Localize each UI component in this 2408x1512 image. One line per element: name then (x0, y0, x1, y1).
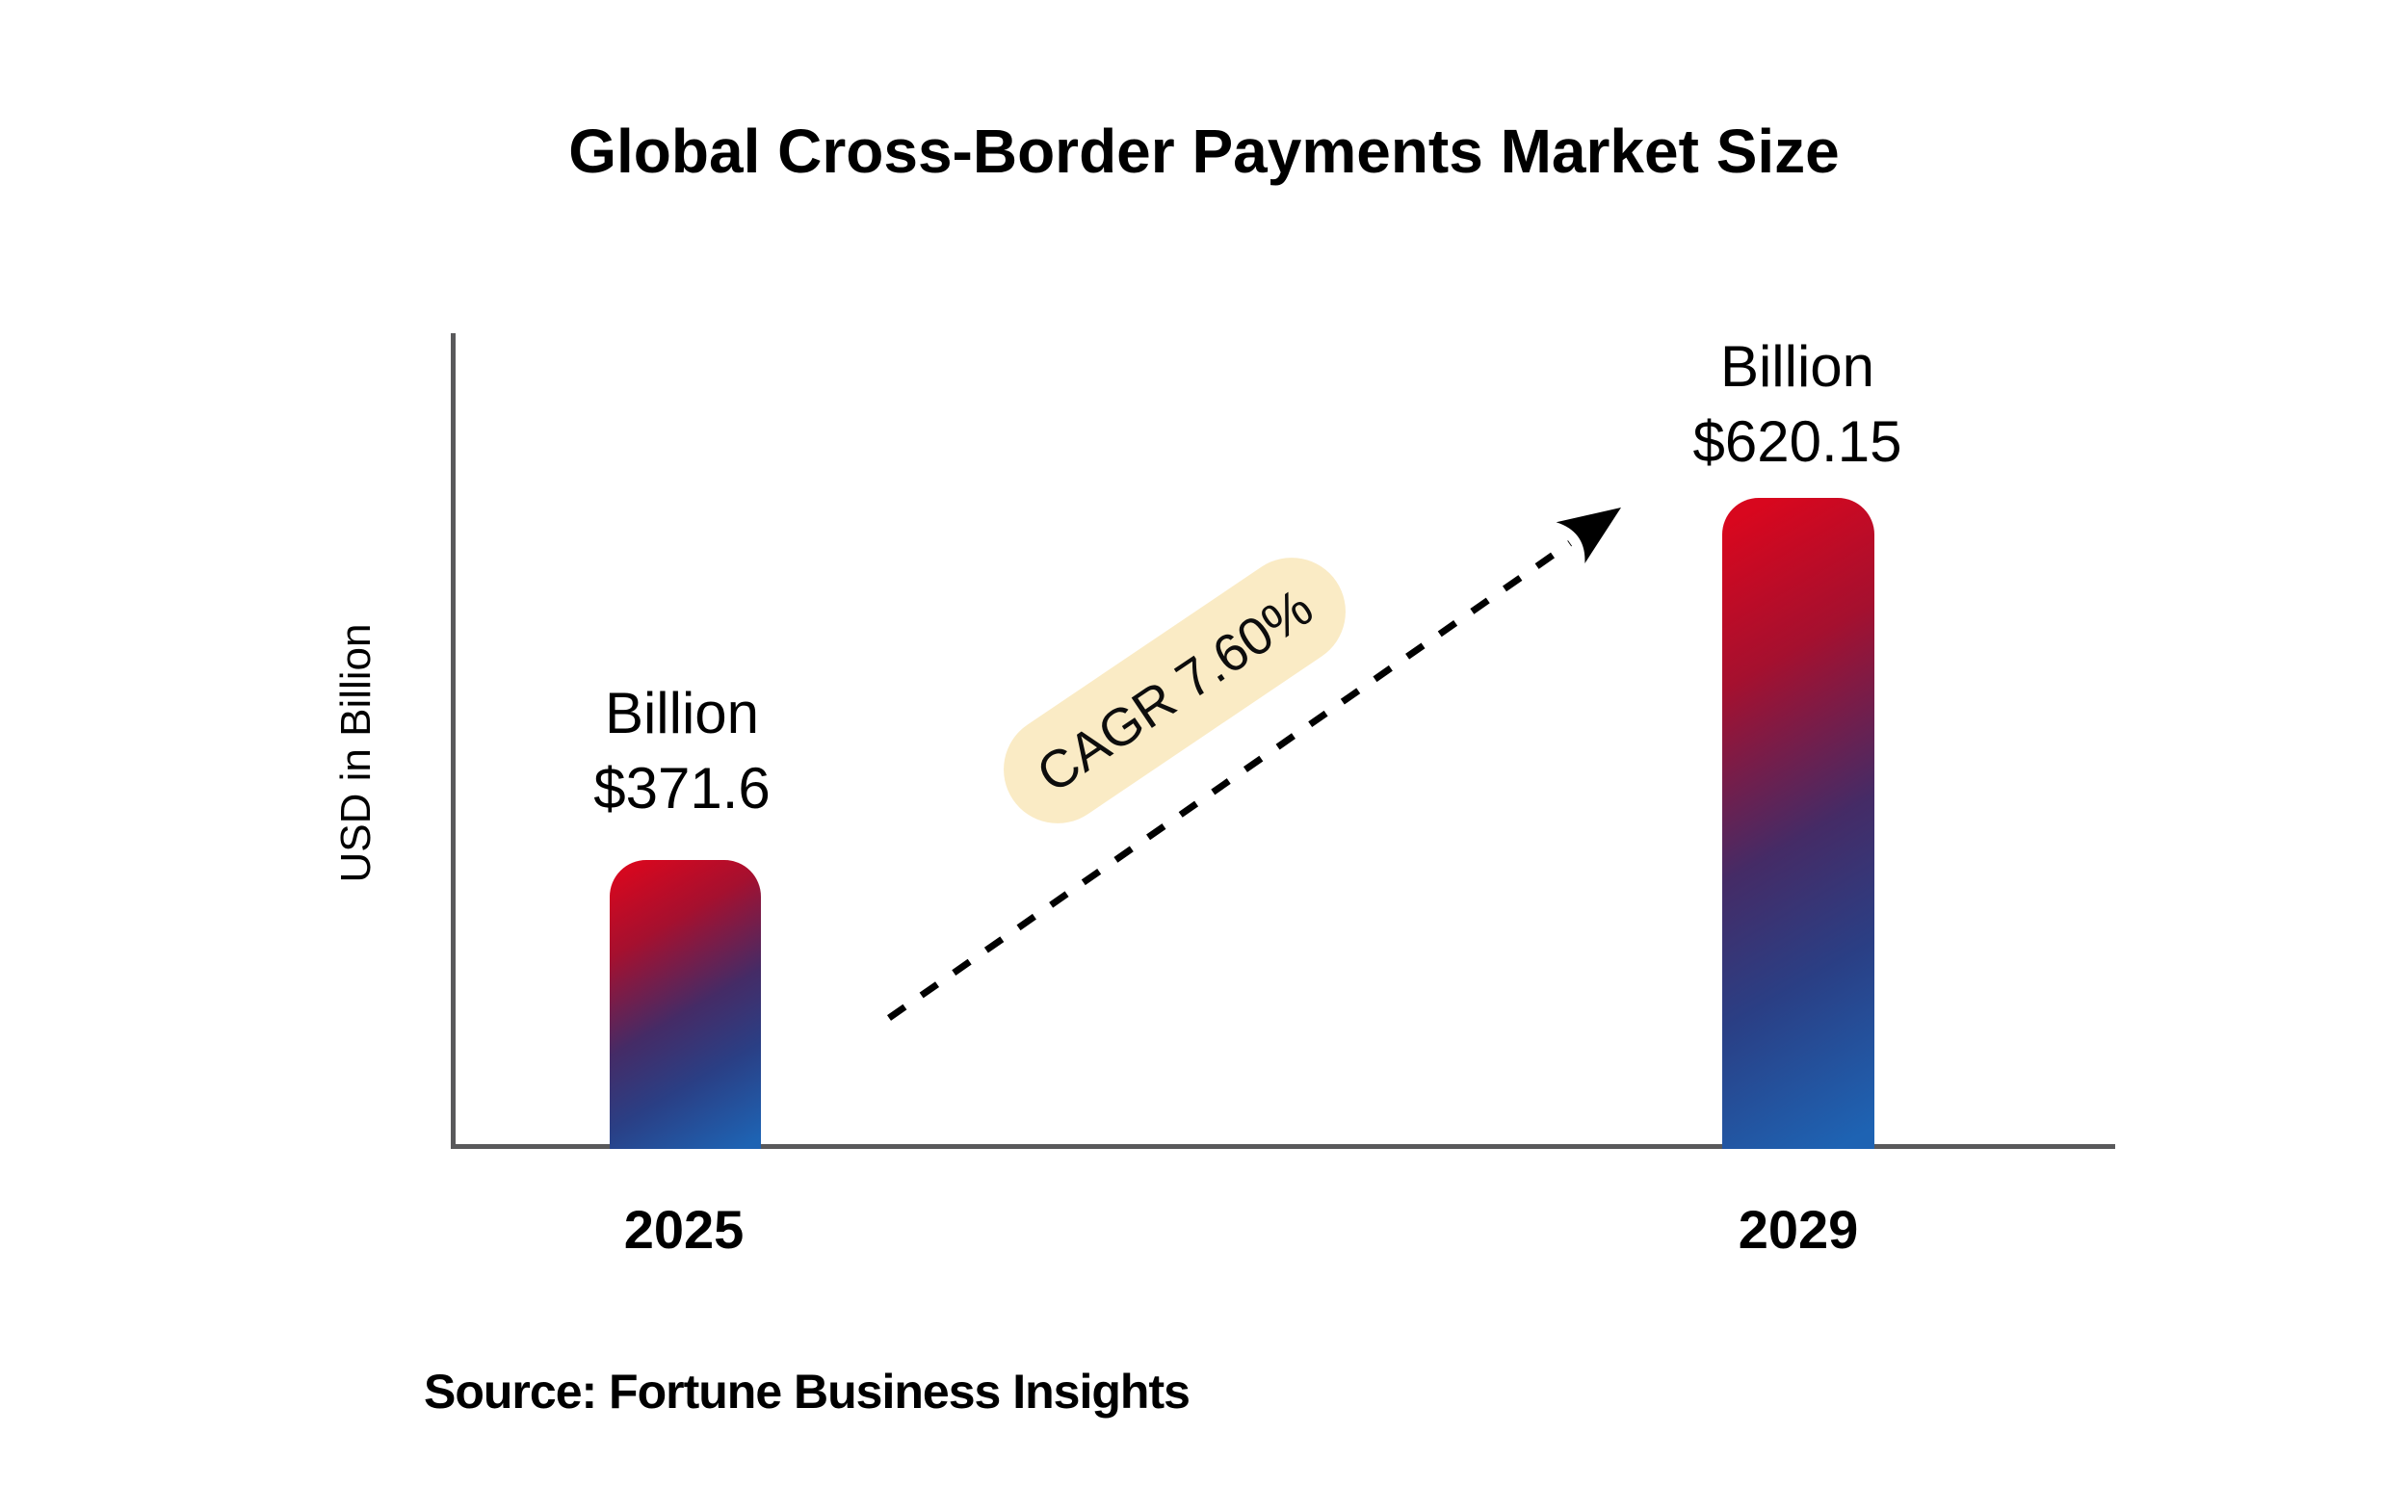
source-note: Source: Fortune Business Insights (424, 1365, 1191, 1419)
bar-2029-value-label: Billion $620.15 (1624, 329, 1971, 480)
bar-2029 (1722, 498, 1874, 1149)
y-axis-line (451, 333, 456, 1149)
bar-2029-value-text: $620.15 (1692, 409, 1902, 474)
bar-2029-unit-text: Billion (1719, 334, 1875, 399)
y-axis-label: USD in Billion (332, 623, 380, 883)
x-axis-line (451, 1144, 2115, 1149)
bar-2025-value-text: $371.6 (593, 756, 771, 821)
bar-2025-unit-text: Billion (604, 681, 760, 745)
bar-2025 (610, 860, 761, 1149)
x-tick-2029: 2029 (1738, 1199, 1859, 1260)
chart-title: Global Cross-Border Payments Market Size (568, 117, 1840, 186)
bar-2025-value-label: Billion $371.6 (509, 676, 855, 826)
growth-trend-arrow-icon (886, 508, 1621, 1021)
x-tick-2025: 2025 (623, 1199, 745, 1260)
